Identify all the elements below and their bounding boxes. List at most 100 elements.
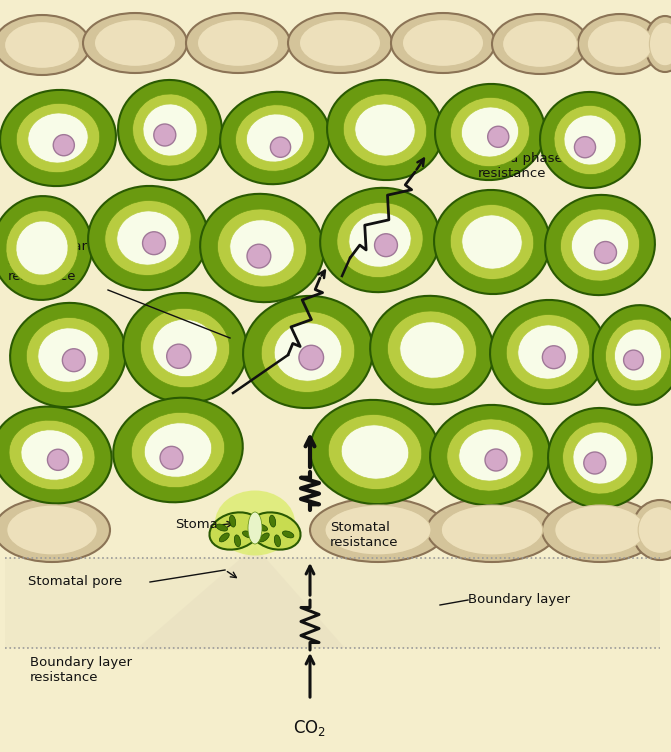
Ellipse shape xyxy=(83,13,187,73)
Ellipse shape xyxy=(28,113,88,163)
Ellipse shape xyxy=(26,317,109,393)
Ellipse shape xyxy=(261,311,355,393)
Ellipse shape xyxy=(507,314,590,390)
Ellipse shape xyxy=(88,186,208,290)
Ellipse shape xyxy=(344,94,427,166)
Ellipse shape xyxy=(216,524,227,531)
Ellipse shape xyxy=(349,213,411,267)
Ellipse shape xyxy=(573,432,627,484)
Ellipse shape xyxy=(153,320,217,377)
Ellipse shape xyxy=(545,195,655,295)
Ellipse shape xyxy=(490,300,606,404)
Circle shape xyxy=(299,345,323,370)
Text: Stoma: Stoma xyxy=(175,518,218,532)
Ellipse shape xyxy=(400,322,464,378)
Ellipse shape xyxy=(234,535,241,547)
Text: Stomatal pore: Stomatal pore xyxy=(28,575,122,589)
Ellipse shape xyxy=(370,296,494,404)
Text: Intercellular
air space
resistance: Intercellular air space resistance xyxy=(8,241,88,284)
Ellipse shape xyxy=(427,498,557,562)
Text: Stomatal
resistance: Stomatal resistance xyxy=(330,521,399,549)
Ellipse shape xyxy=(435,84,545,180)
Ellipse shape xyxy=(10,303,126,407)
Ellipse shape xyxy=(542,498,658,562)
Ellipse shape xyxy=(593,305,671,405)
Ellipse shape xyxy=(337,202,423,277)
Ellipse shape xyxy=(492,14,588,74)
Ellipse shape xyxy=(186,13,290,73)
Ellipse shape xyxy=(540,92,640,188)
Ellipse shape xyxy=(242,531,254,538)
Ellipse shape xyxy=(562,422,637,494)
Ellipse shape xyxy=(554,105,626,174)
Ellipse shape xyxy=(327,80,443,180)
Text: Boundary layer: Boundary layer xyxy=(468,593,570,607)
Ellipse shape xyxy=(560,209,639,281)
Circle shape xyxy=(247,244,271,268)
Ellipse shape xyxy=(605,319,670,391)
Ellipse shape xyxy=(638,507,671,553)
Text: Boundary layer
resistance: Boundary layer resistance xyxy=(30,656,132,684)
Ellipse shape xyxy=(117,211,179,265)
Ellipse shape xyxy=(450,205,533,280)
Ellipse shape xyxy=(430,405,550,505)
Circle shape xyxy=(595,241,617,263)
Circle shape xyxy=(485,449,507,471)
Ellipse shape xyxy=(282,531,294,538)
Ellipse shape xyxy=(387,311,476,389)
Ellipse shape xyxy=(0,196,92,300)
Ellipse shape xyxy=(320,188,440,293)
Ellipse shape xyxy=(310,498,446,562)
Ellipse shape xyxy=(587,20,653,68)
Ellipse shape xyxy=(143,104,197,156)
Circle shape xyxy=(542,346,565,368)
Ellipse shape xyxy=(144,423,211,478)
Ellipse shape xyxy=(270,515,276,527)
Ellipse shape xyxy=(632,500,671,560)
Ellipse shape xyxy=(236,105,315,171)
Circle shape xyxy=(48,449,68,470)
Ellipse shape xyxy=(328,414,422,490)
Ellipse shape xyxy=(391,13,495,73)
Ellipse shape xyxy=(503,20,578,68)
Ellipse shape xyxy=(105,201,191,275)
Circle shape xyxy=(623,350,643,370)
Ellipse shape xyxy=(274,323,342,381)
Ellipse shape xyxy=(310,400,440,504)
Circle shape xyxy=(488,126,509,147)
Ellipse shape xyxy=(459,429,521,481)
Ellipse shape xyxy=(246,114,303,162)
Circle shape xyxy=(53,135,74,156)
Ellipse shape xyxy=(0,15,90,75)
Ellipse shape xyxy=(462,215,522,269)
Circle shape xyxy=(160,447,183,469)
Ellipse shape xyxy=(442,505,543,555)
Ellipse shape xyxy=(615,329,662,381)
Ellipse shape xyxy=(250,512,301,550)
Ellipse shape xyxy=(450,98,529,167)
Ellipse shape xyxy=(243,296,373,408)
Ellipse shape xyxy=(645,16,671,72)
Ellipse shape xyxy=(0,498,110,562)
Ellipse shape xyxy=(6,211,78,285)
Circle shape xyxy=(574,137,596,158)
Ellipse shape xyxy=(140,308,229,387)
Ellipse shape xyxy=(355,104,415,156)
Ellipse shape xyxy=(256,524,268,531)
Text: Liquid phase
resistance: Liquid phase resistance xyxy=(478,152,563,180)
Ellipse shape xyxy=(0,407,111,503)
Ellipse shape xyxy=(217,209,307,287)
Circle shape xyxy=(142,232,166,255)
Ellipse shape xyxy=(650,22,671,66)
Ellipse shape xyxy=(230,220,294,276)
Ellipse shape xyxy=(113,398,243,502)
Circle shape xyxy=(374,234,397,256)
Ellipse shape xyxy=(123,293,247,403)
Ellipse shape xyxy=(197,20,278,66)
Ellipse shape xyxy=(0,90,116,186)
Ellipse shape xyxy=(200,194,324,302)
Ellipse shape xyxy=(133,94,207,166)
Ellipse shape xyxy=(220,92,330,184)
Ellipse shape xyxy=(578,14,662,74)
Ellipse shape xyxy=(209,512,260,550)
